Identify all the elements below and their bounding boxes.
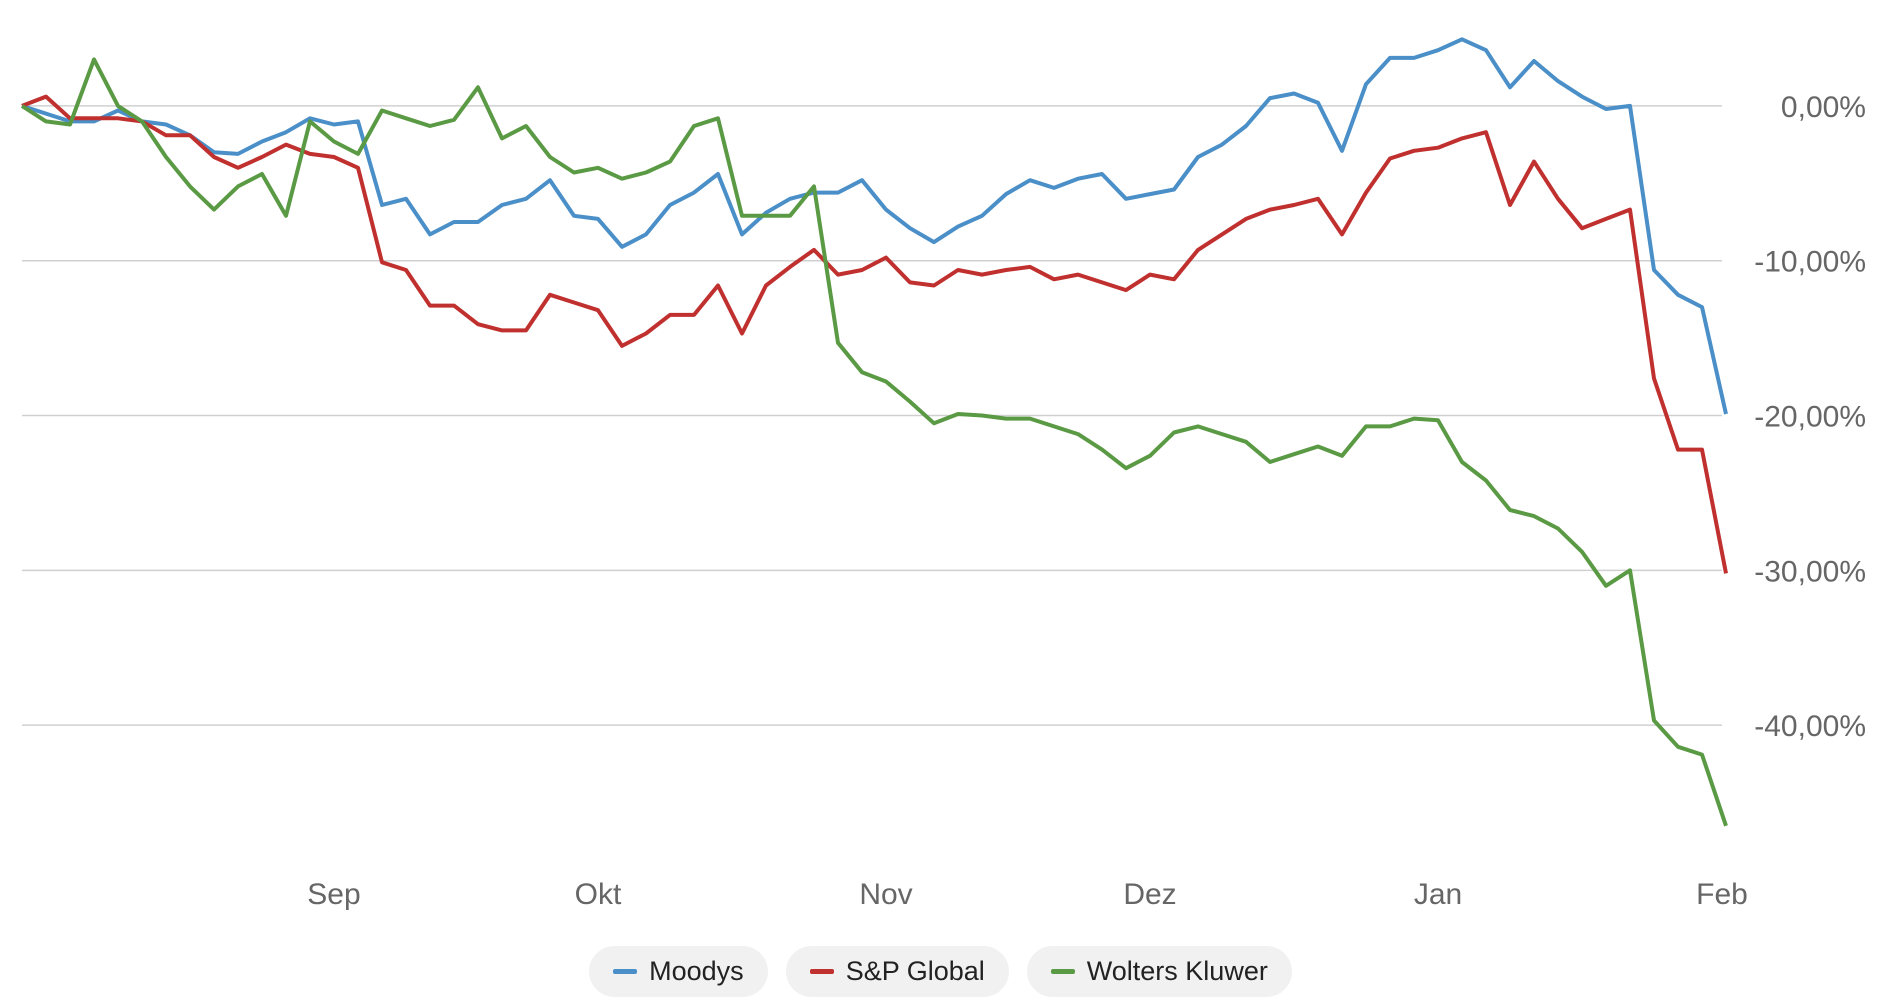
legend-label: S&P Global: [845, 956, 985, 986]
line-series: [20, 57, 1728, 827]
chart: 0,00% -10,00% -20,00% -30,00% -40,00% Sep Okt N…: [20, 37, 1866, 911]
legend-swatch: [1050, 969, 1075, 974]
x-tick-label: Dez: [1123, 878, 1176, 911]
legend-item[interactable]: Wolters Kluwer: [1026, 946, 1292, 997]
legend-swatch: [613, 969, 638, 974]
y-tick-label: -40,00%: [1754, 710, 1866, 743]
x-tick-label: Nov: [859, 878, 912, 911]
legend: Moodys S&P Global Wolters Kluwer: [0, 946, 1881, 997]
x-tick-label: Jan: [1414, 878, 1462, 911]
legend-item[interactable]: Moodys: [589, 946, 768, 997]
legend-item[interactable]: S&P Global: [785, 946, 1009, 997]
y-tick-label: -30,00%: [1754, 555, 1866, 588]
x-tick-label: Feb: [1696, 878, 1748, 911]
y-tick-label: -20,00%: [1754, 401, 1866, 434]
x-tick-label: Sep: [307, 878, 360, 911]
legend-label: Moodys: [649, 956, 744, 986]
line-series: [21, 94, 1728, 574]
y-tick-label: 0,00%: [1781, 91, 1866, 124]
line-series: [21, 37, 1728, 415]
y-tick-label: -10,00%: [1754, 246, 1866, 279]
legend-swatch: [809, 969, 834, 974]
x-tick-label: Okt: [575, 878, 622, 911]
legend-label: Wolters Kluwer: [1086, 956, 1268, 986]
